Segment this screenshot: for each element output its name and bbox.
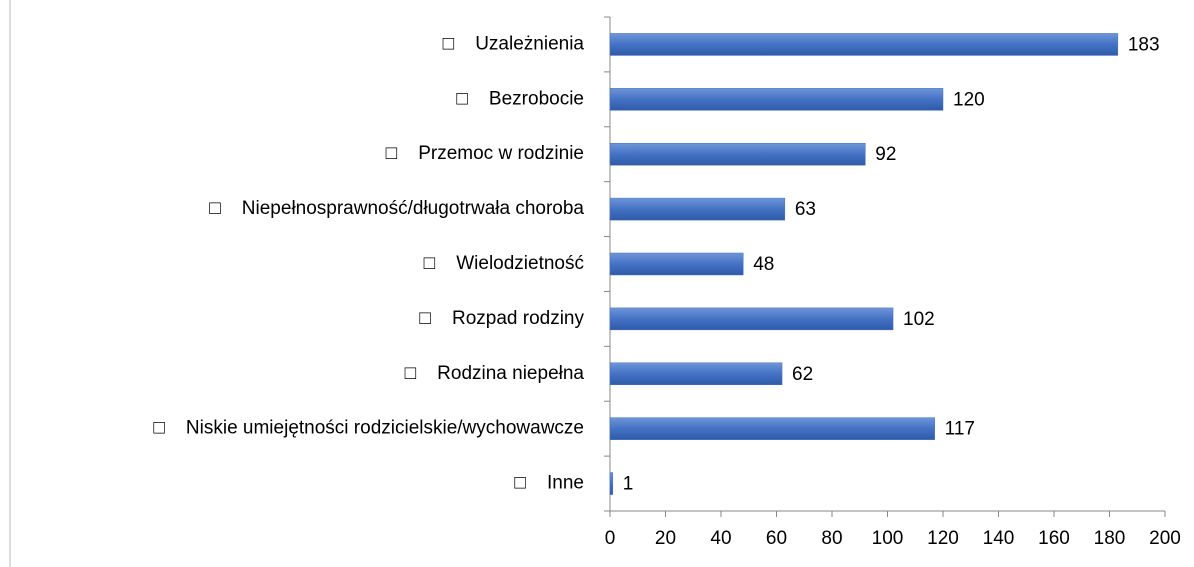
bar: [609, 307, 894, 331]
y-tick-label: □ Rozpad rodziny: [419, 308, 584, 329]
data-label: 120: [953, 89, 985, 110]
bar: [609, 33, 1119, 56]
data-label: 63: [795, 199, 816, 220]
x-tick-label: 40: [710, 528, 731, 549]
bar: [609, 472, 614, 495]
y-tick-label: □ Wielodzietność: [424, 253, 584, 274]
data-label: 92: [875, 144, 896, 165]
x-tick-label: 140: [983, 528, 1015, 549]
y-tick-label: □ Niepełnosprawność/długotrwała choroba: [209, 198, 584, 219]
x-tick-label: 100: [872, 528, 904, 549]
data-label: 1: [623, 474, 634, 495]
x-tick-label: 80: [821, 528, 842, 549]
x-tick-label: 160: [1038, 528, 1070, 549]
bar: [609, 88, 944, 111]
bar: [609, 417, 935, 440]
y-tick-label: □ Przemoc w rodzinie: [386, 143, 584, 164]
data-label: 183: [1128, 34, 1160, 55]
y-tick-label: □ Inne: [514, 473, 584, 494]
bar: [609, 142, 866, 166]
x-tick-label: 180: [1094, 528, 1126, 549]
y-tick-label: □ Bezrobocie: [456, 88, 584, 109]
data-label: 48: [753, 254, 774, 275]
x-tick-label: 60: [766, 528, 787, 549]
data-label: 117: [945, 419, 975, 440]
y-tick-label: □ Rodzina niepełna: [405, 363, 585, 384]
bar: [609, 252, 744, 276]
x-tick-label: 120: [927, 528, 959, 549]
bar: [609, 362, 783, 386]
bar: [609, 197, 786, 221]
y-tick-label: □ Niskie umiejętności rodzicielskie/wych…: [153, 418, 584, 439]
data-label: 62: [792, 364, 813, 385]
x-tick-label: 0: [605, 528, 616, 549]
x-tick-label: 200: [1149, 528, 1181, 549]
y-tick-label: □ Uzależnienia: [443, 33, 585, 54]
x-tick-label: 20: [655, 528, 676, 549]
data-label: 102: [903, 309, 935, 330]
